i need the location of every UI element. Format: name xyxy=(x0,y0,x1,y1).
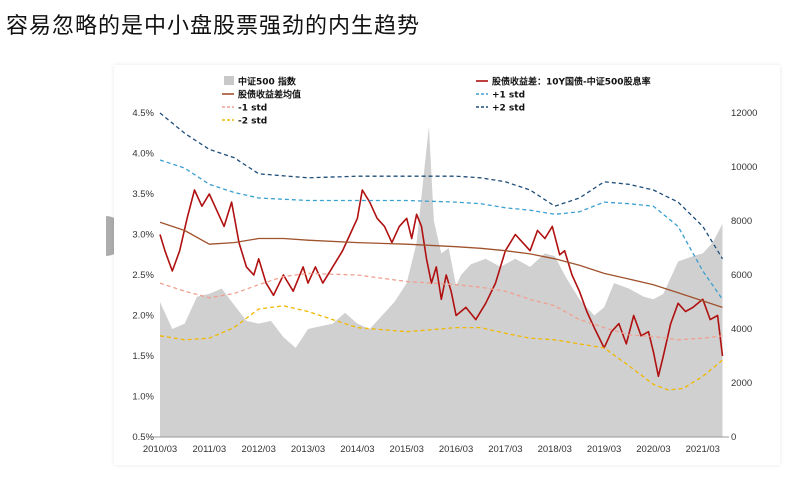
y-right-tick-label: 10000 xyxy=(731,162,757,173)
legend-label: 中证500 指数 xyxy=(238,76,297,88)
legend-label: +1 std xyxy=(492,91,525,101)
x-tick-label: 2014/03 xyxy=(340,444,374,455)
x-tick-label: 2021/03 xyxy=(686,444,720,455)
x-tick-label: 2019/03 xyxy=(587,444,621,455)
y-left-tick-label: 4.5% xyxy=(132,108,154,119)
x-tick-label: 2010/03 xyxy=(143,444,177,455)
x-tick-label: 2018/03 xyxy=(538,444,572,455)
x-tick-label: 2011/03 xyxy=(193,444,227,455)
y-right-tick-label: 6000 xyxy=(731,270,752,281)
y-left-tick-label: 2.0% xyxy=(132,311,154,322)
y-right-tick-label: 0 xyxy=(731,432,736,443)
legend-swatch-area xyxy=(224,76,234,85)
legend-label: 股债收益差：10Y国债-中证500股息率 xyxy=(492,76,651,88)
series-5-line xyxy=(159,112,724,260)
y-right-tick-label: 12000 xyxy=(731,108,757,119)
legend-label: +2 std xyxy=(492,104,525,114)
y-left-tick-label: 4.0% xyxy=(132,149,154,160)
series-3-line xyxy=(159,159,724,300)
series-4-line xyxy=(159,272,723,341)
x-tick-label: 2017/03 xyxy=(488,444,522,455)
csi500-area xyxy=(160,126,723,437)
y-left-tick-label: 3.5% xyxy=(132,189,154,200)
y-left-tick-label: 1.5% xyxy=(132,351,154,362)
x-tick-label: 2015/03 xyxy=(390,444,424,455)
legend-label: -1 std xyxy=(238,104,267,114)
x-tick-label: 2020/03 xyxy=(636,444,670,455)
x-tick-label: 2012/03 xyxy=(242,444,276,455)
y-left-tick-label: 2.5% xyxy=(132,270,154,281)
legend-label: 股债收益差均值 xyxy=(238,89,301,101)
y-left-tick-label: 1.0% xyxy=(132,392,154,403)
y-right-tick-label: 2000 xyxy=(731,378,752,389)
series-2-line xyxy=(159,221,723,309)
page-title: 容易忽略的是中小盘股票强劲的内生趋势 xyxy=(6,14,421,39)
y-left-tick-label: 3.0% xyxy=(132,230,154,241)
y-left-tick-label: 0.5% xyxy=(132,432,154,443)
legend-label: -2 std xyxy=(238,117,267,127)
series-6-line xyxy=(159,305,723,391)
x-tick-label: 2013/03 xyxy=(291,444,325,455)
chart-panel: 0.5% 1.0% 1.5% 2.0% 2.5% 3.0% 3.5% 4.0% 4.5% 0 200… xyxy=(114,65,780,465)
y-right-tick-label: 4000 xyxy=(731,324,752,335)
x-tick-label: 2016/03 xyxy=(439,444,473,455)
y-right-tick-label: 8000 xyxy=(731,216,752,227)
chart-svg: 0.5% 1.0% 1.5% 2.0% 2.5% 3.0% 3.5% 4.0% 4.5% 0 200… xyxy=(132,76,757,456)
series-1-line xyxy=(159,189,724,378)
